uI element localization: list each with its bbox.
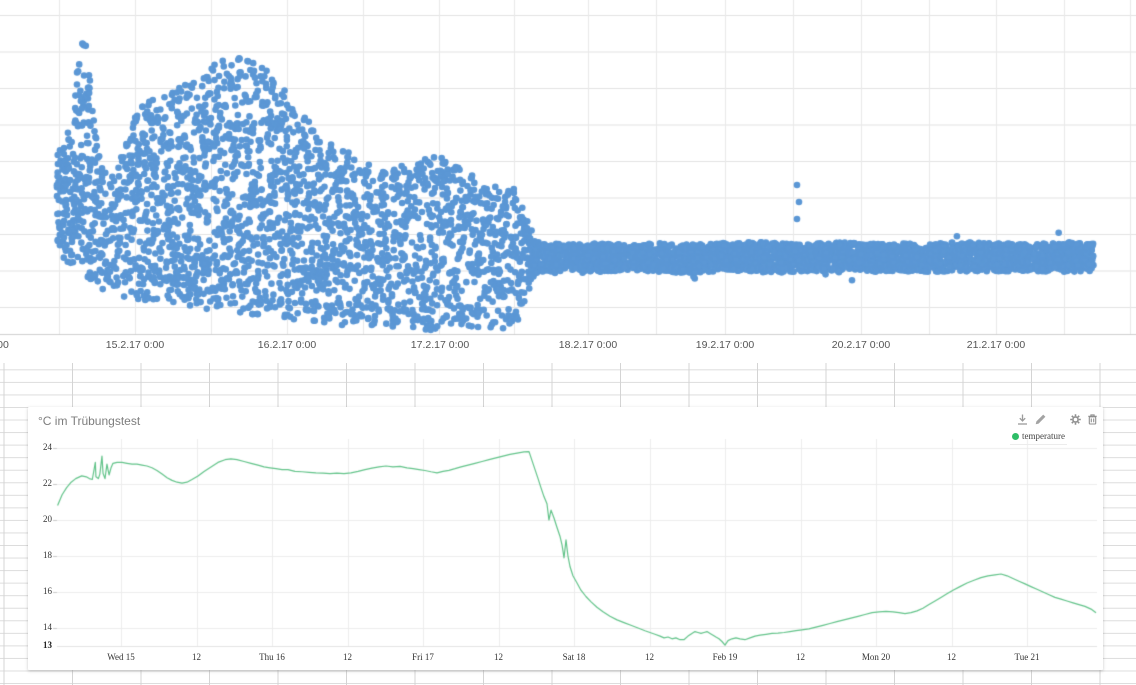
temperature-x-tick-label: Mon 20 (861, 652, 891, 662)
widget-title: °C im Trübungstest (38, 414, 141, 428)
chart-legend[interactable]: temperature (1010, 431, 1067, 445)
temperature-x-tick-label: Sat 18 (562, 652, 586, 662)
temperature-x-tick-label: Fri 17 (412, 652, 434, 662)
temperature-y-tick-label: 24 (43, 442, 52, 452)
legend-swatch (1012, 432, 1020, 440)
widget-toolbar (1016, 413, 1099, 426)
settings-icon[interactable] (1069, 413, 1082, 426)
temperature-x-tick-label: Feb 19 (712, 652, 738, 662)
temperature-y-tick-label: 22 (43, 478, 52, 488)
scatter-x-axis: 00 15.2.17 0:00 16.2.17 0:00 17.2.17 0:00 18… (0, 339, 1136, 357)
temperature-x-tick-label: 12 (645, 652, 654, 662)
temperature-y-tick-label: 16 (43, 586, 52, 596)
scatter-x-tick-label: 16.2.17 0:00 (257, 339, 317, 351)
legend-label: temperature (1022, 431, 1065, 441)
temperature-x-tick-label: Wed 15 (107, 652, 135, 662)
temperature-x-tick-label: Thu 16 (259, 652, 285, 662)
temperature-y-tick-label: 14 (43, 622, 52, 632)
scatter-x-tick-label: 00 (0, 339, 9, 351)
temperature-x-tick-label: Tue 21 (1014, 652, 1040, 662)
temperature-y-tick-label: 18 (43, 550, 52, 560)
scatter-x-tick-label: 20.2.17 0:00 (831, 339, 891, 351)
temperature-x-tick-label: 12 (343, 652, 352, 662)
temperature-x-tick-label: 12 (192, 652, 201, 662)
temperature-y-tick-label: 20 (43, 514, 52, 524)
edit-icon[interactable] (1034, 413, 1047, 426)
scatter-x-tick-label: 18.2.17 0:00 (558, 339, 618, 351)
download-icon[interactable] (1016, 413, 1029, 426)
delete-icon[interactable] (1086, 413, 1099, 426)
temperature-x-tick-label: 12 (947, 652, 956, 662)
scatter-x-tick-label: 17.2.17 0:00 (410, 339, 470, 351)
temperature-x-tick-label: 12 (796, 652, 805, 662)
scatter-plot-canvas[interactable] (0, 0, 1136, 339)
temperature-line-canvas[interactable] (28, 407, 1103, 670)
temperature-y-tick-label: 13 (43, 640, 52, 650)
scatter-chart-panel: 00 15.2.17 0:00 16.2.17 0:00 17.2.17 0:00 18… (0, 0, 1136, 357)
scatter-x-tick-label: 21.2.17 0:00 (966, 339, 1026, 351)
scatter-x-tick-label: 19.2.17 0:00 (695, 339, 755, 351)
scatter-x-tick-label: 15.2.17 0:00 (105, 339, 165, 351)
temperature-x-tick-label: 12 (494, 652, 503, 662)
temperature-widget-card: °C im Trübungstest temperature 24 22 20 18 1… (28, 407, 1103, 670)
